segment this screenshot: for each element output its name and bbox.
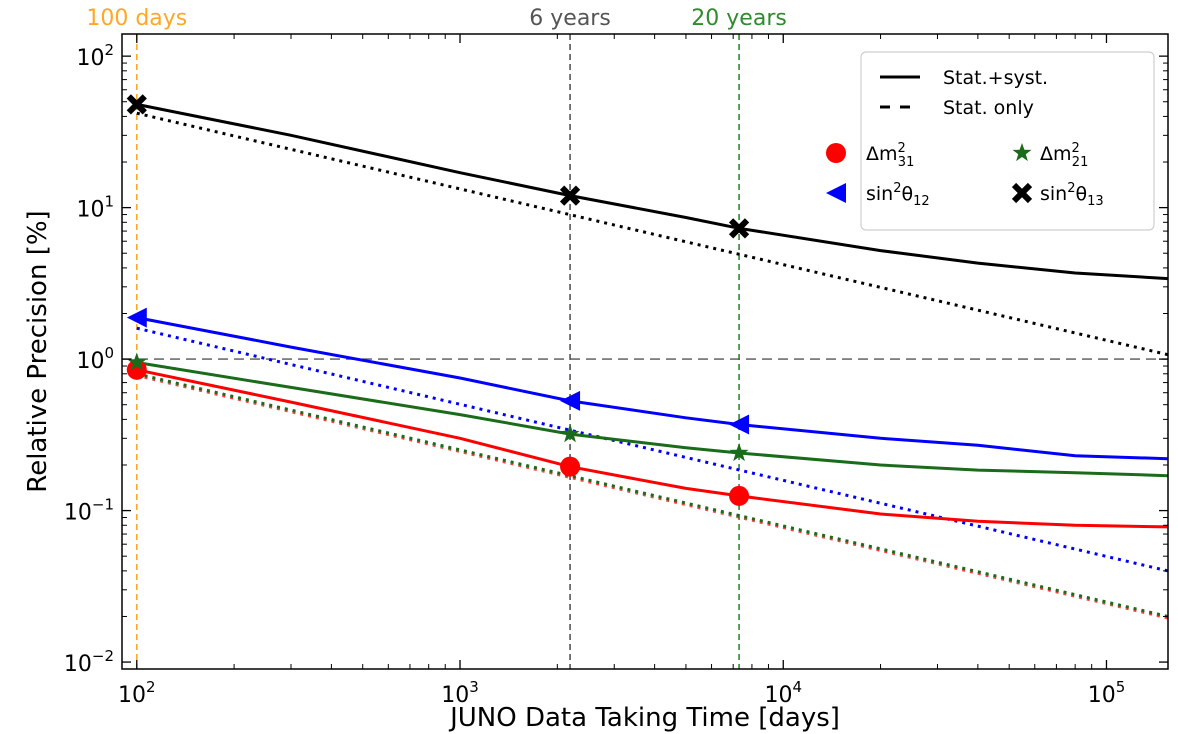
y-tick-label: 100 <box>76 344 114 374</box>
circle-marker <box>826 143 846 163</box>
legend-marker-label: Δm2 21 <box>1040 141 1088 170</box>
triangle-marker <box>729 414 750 435</box>
stat-syst-line <box>136 102 1169 281</box>
circle-marker <box>729 485 750 506</box>
star-marker <box>729 443 749 462</box>
triangle-marker <box>560 390 581 411</box>
stat-only-line <box>136 326 1169 573</box>
marker-layer <box>126 94 750 506</box>
stat-only-line <box>136 111 1169 357</box>
series-layer <box>136 102 1169 620</box>
x-marker <box>559 185 581 206</box>
legend: Stat.+syst. Stat. only Δm2 31 Δm2 21 sin2θ12 si… <box>826 51 1155 231</box>
stat-only-line <box>136 372 1169 618</box>
stat-syst-line <box>136 316 1169 461</box>
x-axis-label: JUNO Data Taking Time [days] <box>448 703 840 733</box>
reference-line-label: 100 days <box>86 6 187 31</box>
stat-syst-line <box>136 368 1169 529</box>
plot-frame <box>121 33 1169 670</box>
y-tick-label: 10−1 <box>64 496 114 526</box>
reference-lines <box>122 34 1168 669</box>
x-marker-stroke <box>126 94 147 115</box>
legend-box <box>860 51 1155 231</box>
x-tick-label: 102 <box>118 678 156 708</box>
x-marker-stroke <box>559 185 581 206</box>
legend-style-label: Stat.+syst. <box>943 67 1048 89</box>
triangle-marker <box>126 307 147 328</box>
y-axis-label: Relative Precision [%] <box>23 210 53 492</box>
y-tick-label: 102 <box>76 41 114 71</box>
legend-marker-label: sin2θ13 <box>1040 181 1104 209</box>
axis-ticks: 102 103 104 105 10−2 10−1 100 101 102 <box>64 34 1168 708</box>
x-tick-label: 104 <box>764 678 802 708</box>
x-marker-stroke <box>1011 182 1033 204</box>
stat-syst-line <box>136 361 1169 478</box>
legend-marker-label: Δm2 31 <box>866 141 914 170</box>
circle-marker <box>126 359 147 380</box>
reference-line-label: 6 years <box>529 6 611 31</box>
star-marker <box>127 352 147 371</box>
legend-marker-label: sin2θ12 <box>866 181 930 209</box>
reference-labels: 100 days 6 years 20 years <box>86 6 787 31</box>
stat-only-line <box>136 373 1169 620</box>
x-tick-label: 105 <box>1088 678 1126 708</box>
legend-style-label: Stat. only <box>943 97 1034 119</box>
triangle-marker <box>826 183 846 203</box>
x-marker <box>1011 182 1033 204</box>
circle-marker <box>560 456 581 477</box>
y-tick-label: 10−2 <box>64 647 114 677</box>
x-marker <box>126 94 147 115</box>
reference-line-label: 20 years <box>691 6 787 31</box>
x-tick-label: 103 <box>441 678 479 708</box>
star-marker <box>560 424 580 443</box>
x-marker-stroke <box>728 218 750 239</box>
y-tick-label: 101 <box>76 193 114 223</box>
x-marker <box>728 218 750 239</box>
star-marker <box>1012 143 1032 162</box>
